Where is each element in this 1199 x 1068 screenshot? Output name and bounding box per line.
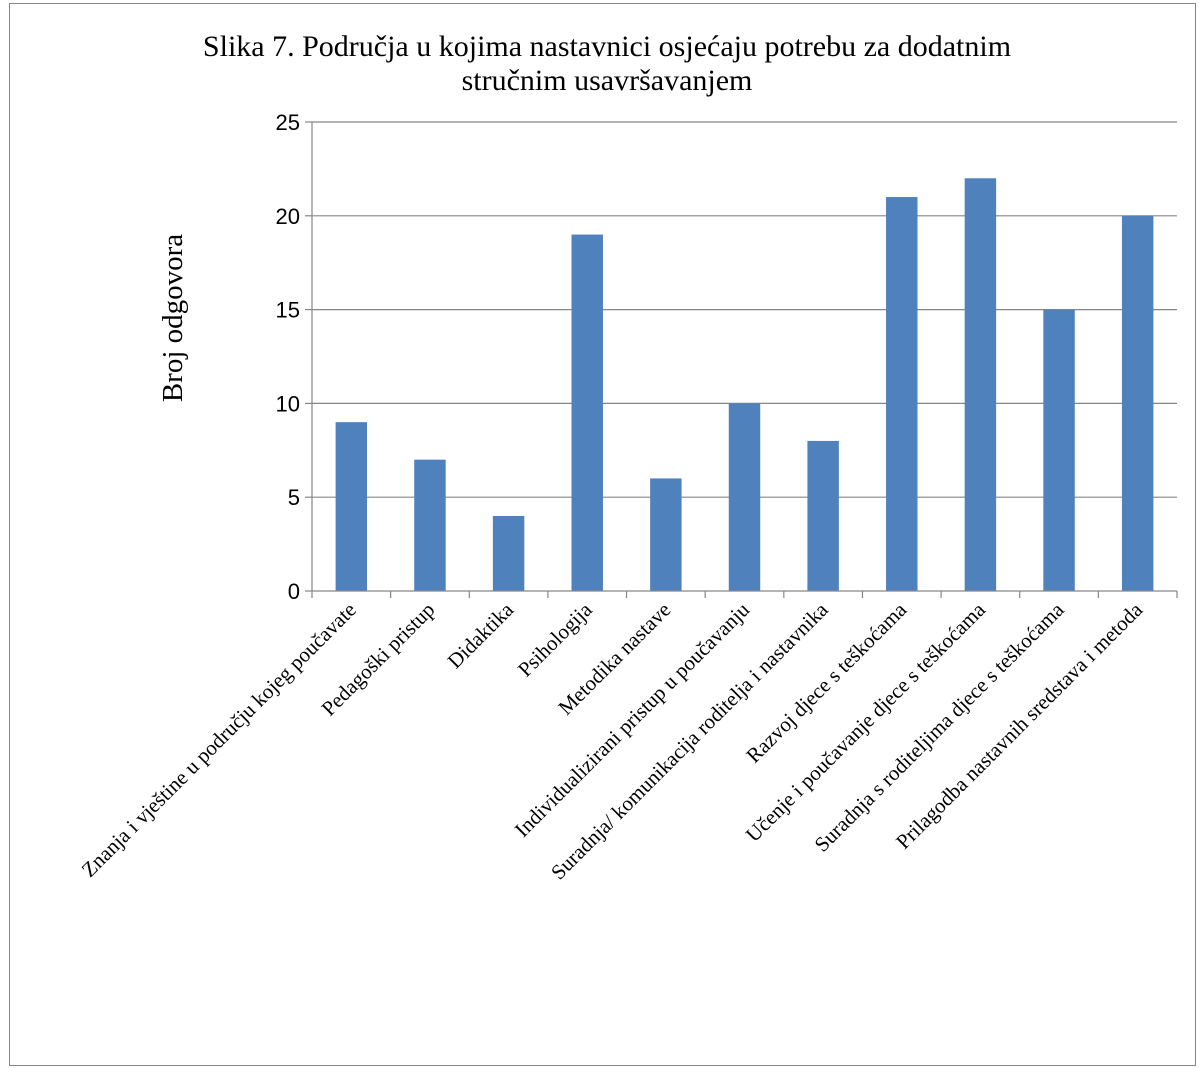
bar	[1043, 309, 1075, 591]
y-tick-label: 15	[276, 298, 300, 323]
bar	[807, 440, 839, 591]
x-category-label: Psihologija	[513, 597, 597, 681]
chart-title-line-1: Slika 7. Područja u kojima nastavnici os…	[202, 30, 1012, 63]
bar	[1121, 215, 1154, 592]
x-category-label: Didaktika	[443, 597, 519, 673]
bar	[571, 234, 603, 591]
bar	[964, 178, 997, 591]
bar	[492, 515, 525, 591]
bar	[728, 403, 761, 591]
bar	[335, 422, 368, 591]
chart-title-line-2: stručnim usavršavanjem	[461, 64, 753, 97]
x-category-label: Znanja i vještine u području kojeg pouča…	[77, 598, 361, 882]
y-tick-label: 0	[288, 579, 300, 604]
chart-title: Slika 7. Područja u kojima nastavnici os…	[0, 30, 1199, 98]
y-tick-label: 25	[276, 110, 300, 135]
bar	[414, 459, 446, 591]
bar	[886, 197, 918, 592]
axes	[305, 121, 1178, 598]
y-tick-label: 20	[276, 204, 300, 229]
x-category-label: Suradnja/ komunikacija roditelja i nasta…	[546, 597, 833, 884]
bars	[335, 178, 1154, 592]
x-category-labels: Znanja i vještine u području kojeg pouča…	[77, 597, 1148, 884]
y-tick-label: 10	[276, 391, 300, 416]
bar	[650, 478, 682, 591]
x-category-label: Razvoj djece s teškoćama	[741, 597, 911, 767]
y-tick-labels: 0 5 10 15 20 25	[276, 110, 300, 604]
y-tick-label: 5	[288, 485, 300, 510]
y-axis-label: Broj odgovora	[157, 234, 189, 402]
